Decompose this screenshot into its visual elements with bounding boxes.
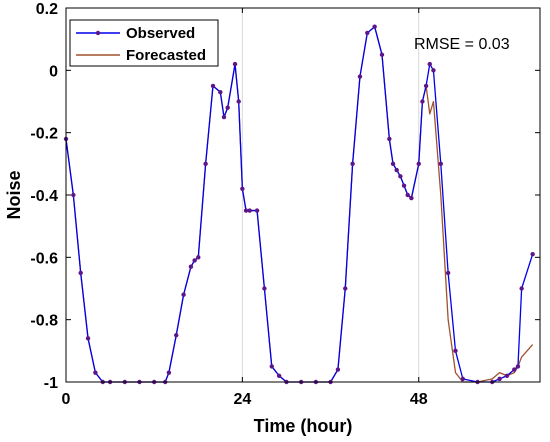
observed-point — [390, 161, 396, 167]
y-tick-label-0: 0 — [49, 63, 58, 80]
legend-observed-label: Observed — [126, 25, 195, 42]
observed-point — [420, 99, 425, 104]
observed-point — [515, 364, 521, 369]
observed-point — [210, 83, 216, 89]
observed-point — [401, 183, 407, 188]
x-axis-title: Time (hour) — [254, 416, 353, 436]
observed-point — [445, 270, 451, 276]
legend: Observed Forecasted — [69, 19, 219, 67]
observed-point — [181, 292, 186, 297]
observed-point — [166, 370, 172, 375]
observed-point — [357, 74, 363, 79]
legend-box — [69, 19, 219, 67]
observed-point — [405, 192, 410, 198]
observed-point — [243, 208, 249, 213]
observed-point — [427, 61, 432, 67]
y-tick-label--0.4: -0.4 — [30, 188, 58, 205]
legend-forecasted-label: Forecasted — [126, 47, 206, 64]
observed-point — [365, 30, 370, 36]
observed-point — [196, 255, 201, 260]
observed-point — [240, 186, 245, 191]
observed-point — [254, 208, 260, 213]
observed-point — [460, 376, 466, 382]
observed-point — [398, 174, 403, 179]
observed-point — [409, 195, 414, 201]
observed-point — [203, 161, 208, 167]
observed-point — [372, 24, 377, 29]
observed-point — [350, 161, 355, 167]
y-tick-label--0.2: -0.2 — [30, 126, 58, 143]
observed-point — [232, 61, 238, 67]
observed-point — [247, 208, 252, 213]
observed-point — [519, 286, 524, 291]
observed-point — [192, 258, 197, 263]
observed-point — [423, 83, 429, 89]
observed-point — [530, 252, 535, 257]
observed-point — [262, 286, 267, 291]
observed-point — [343, 286, 348, 291]
observed-point — [188, 264, 194, 269]
y-tick-label--0.6: -0.6 — [30, 250, 58, 267]
observed-point — [85, 336, 91, 341]
observed-point — [416, 161, 421, 167]
observed-point — [221, 114, 227, 120]
observed-point — [379, 52, 385, 57]
axis-ticks: 0 24 48 -1 -0.8 -0.6 -0.4 -0.2 0 0.2 — [30, 1, 540, 408]
observed-point — [236, 99, 241, 104]
observed-point — [276, 373, 282, 378]
observed-point — [394, 167, 399, 173]
plot-background — [66, 8, 540, 382]
x-tick-label-48: 48 — [410, 391, 428, 408]
observed-point — [335, 367, 341, 372]
observed-point — [269, 364, 274, 369]
observed-point — [512, 367, 517, 372]
observed-point — [93, 370, 98, 375]
observed-point — [497, 376, 502, 382]
y-tick-label--1: -1 — [44, 375, 58, 392]
observed-point — [431, 68, 436, 73]
legend-observed-marker — [95, 30, 101, 36]
y-axis-title: Noise — [4, 170, 24, 219]
observed-point — [504, 373, 510, 378]
observed-point — [387, 136, 392, 142]
rmse-annotation: RMSE = 0.03 — [414, 36, 510, 53]
observed-point — [453, 348, 458, 354]
y-tick-label--0.8: -0.8 — [30, 313, 58, 330]
y-tick-label-0.2: 0.2 — [36, 1, 58, 18]
observed-point — [174, 333, 179, 338]
observed-point — [78, 270, 83, 276]
x-tick-label-0: 0 — [62, 391, 71, 408]
x-tick-label-24: 24 — [233, 391, 251, 408]
observed-point — [71, 192, 76, 198]
observed-point — [438, 161, 443, 167]
observed-point — [218, 89, 223, 95]
x-gridlines — [241, 8, 420, 382]
observed-point — [225, 105, 230, 110]
